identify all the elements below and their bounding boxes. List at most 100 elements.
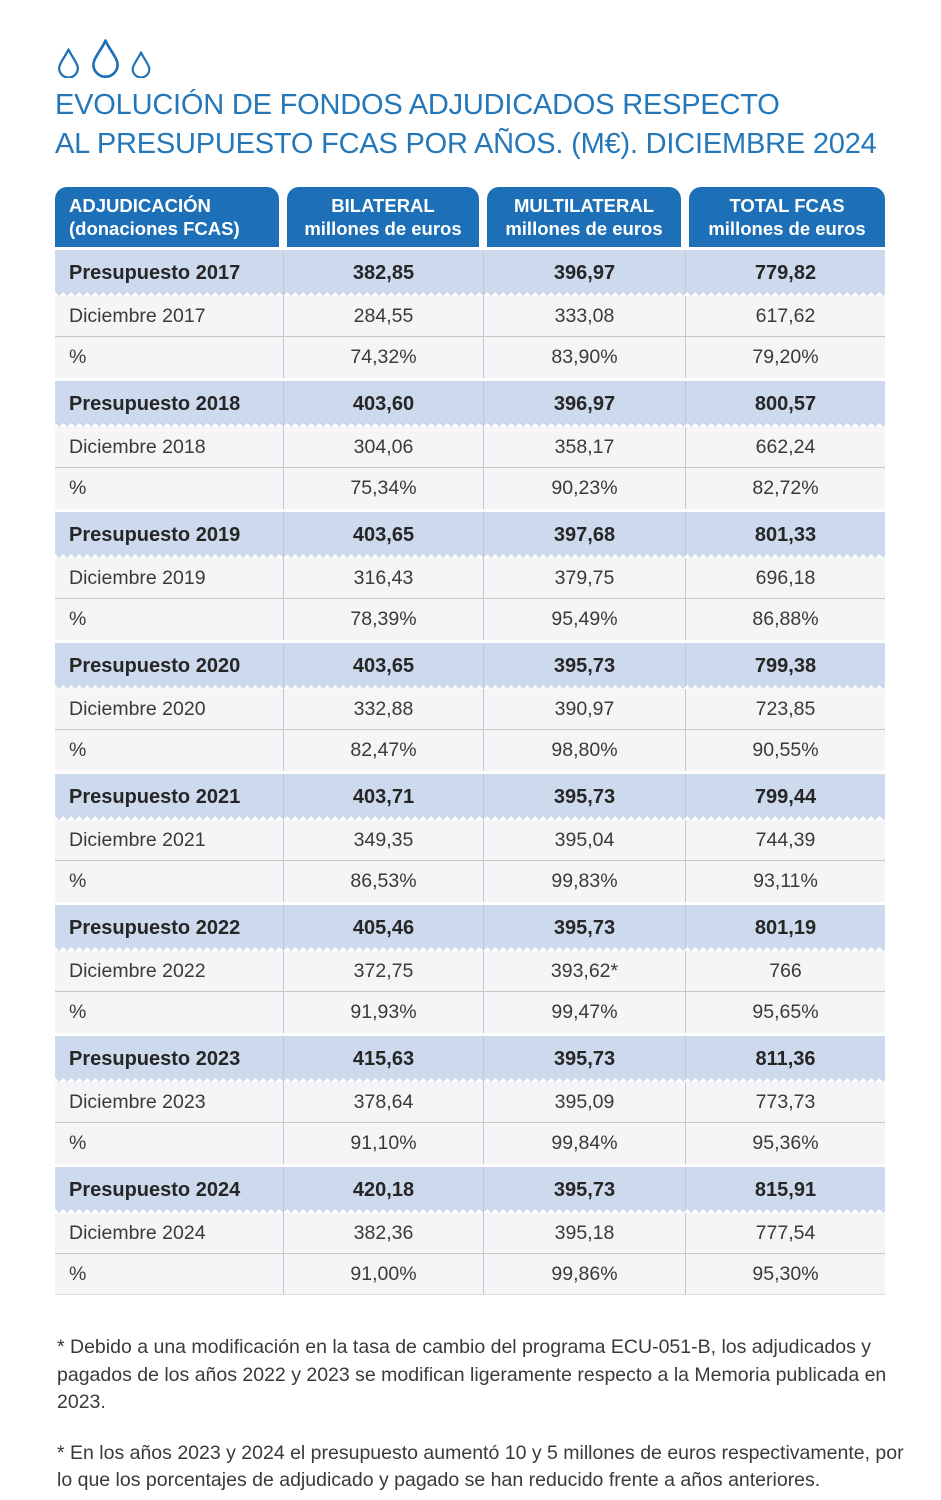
table-row-presupuesto: Presupuesto 2020 403,65 395,73 799,38	[55, 643, 885, 689]
table-row-pct: % 91,10% 99,84% 95,36%	[55, 1123, 885, 1164]
table-row-diciembre: Diciembre 2019 316,43 379,75 696,18	[55, 558, 885, 599]
row-label: Diciembre 2018	[69, 435, 206, 458]
value-total: 90,55%	[685, 730, 885, 771]
value-total: 696,18	[685, 558, 885, 598]
value-bilateral: 382,85	[283, 250, 483, 296]
table-header-row: ADJUDICACIÓN (donaciones FCAS) BILATERAL mi…	[55, 187, 885, 247]
row-label: Presupuesto 2019	[69, 523, 241, 546]
column-header-title: TOTAL FCAS	[729, 195, 845, 216]
table-row-diciembre: Diciembre 2018 304,06 358,17 662,24	[55, 427, 885, 468]
value-bilateral: 284,55	[283, 296, 483, 336]
fcas-budget-table: ADJUDICACIÓN (donaciones FCAS) BILATERAL mi…	[55, 187, 885, 1295]
row-label: Presupuesto 2017	[69, 261, 241, 284]
value-total: 766	[685, 951, 885, 991]
value-bilateral: 91,10%	[283, 1123, 483, 1164]
column-header-title: MULTILATERAL	[513, 195, 655, 216]
row-label: Presupuesto 2020	[69, 654, 241, 677]
value-multilateral: 395,09	[483, 1082, 685, 1122]
value-multilateral: 396,97	[483, 250, 685, 296]
value-multilateral: 95,49%	[483, 599, 685, 640]
column-header-subtitle: millones de euros	[708, 218, 866, 239]
value-total: 801,33	[685, 512, 885, 558]
table-row-pct: % 78,39% 95,49% 86,88%	[55, 599, 885, 640]
value-total: 744,39	[685, 820, 885, 860]
row-label: Diciembre 2022	[69, 959, 206, 982]
value-bilateral: 405,46	[283, 905, 483, 951]
column-header-bilateral: BILATERAL millones de euros	[287, 187, 479, 247]
table-row-pct: % 74,32% 83,90% 79,20%	[55, 337, 885, 378]
column-header-adjudicacion: ADJUDICACIÓN (donaciones FCAS)	[55, 187, 279, 247]
value-multilateral: 395,04	[483, 820, 685, 860]
value-total: 799,38	[685, 643, 885, 689]
value-multilateral: 395,73	[483, 774, 685, 820]
row-label: Presupuesto 2022	[69, 916, 241, 939]
table-row-pct: % 82,47% 98,80% 90,55%	[55, 730, 885, 771]
value-bilateral: 86,53%	[283, 861, 483, 902]
value-total: 662,24	[685, 427, 885, 467]
row-label: Presupuesto 2021	[69, 785, 241, 808]
value-multilateral: 395,73	[483, 905, 685, 951]
row-label: %	[69, 739, 87, 761]
year-group: Presupuesto 2023 415,63 395,73 811,36 Diciem…	[55, 1036, 885, 1164]
row-label: Diciembre 2023	[69, 1090, 206, 1113]
value-total: 801,19	[685, 905, 885, 951]
value-multilateral: 90,23%	[483, 468, 685, 509]
water-drop-icon	[131, 51, 151, 78]
row-label: Diciembre 2019	[69, 566, 206, 589]
year-group: Presupuesto 2019 403,65 397,68 801,33 Diciem…	[55, 512, 885, 640]
water-drop-icon	[92, 39, 119, 78]
value-total: 779,82	[685, 250, 885, 296]
year-group: Presupuesto 2020 403,65 395,73 799,38 Diciem…	[55, 643, 885, 771]
value-bilateral: 91,93%	[283, 992, 483, 1033]
value-total: 777,54	[685, 1213, 885, 1253]
value-total: 811,36	[685, 1036, 885, 1082]
value-bilateral: 78,39%	[283, 599, 483, 640]
value-bilateral: 91,00%	[283, 1254, 483, 1294]
table-row-presupuesto: Presupuesto 2018 403,60 396,97 800,57	[55, 381, 885, 427]
value-multilateral: 83,90%	[483, 337, 685, 378]
value-bilateral: 372,75	[283, 951, 483, 991]
value-multilateral: 99,86%	[483, 1254, 685, 1294]
table-row-presupuesto: Presupuesto 2021 403,71 395,73 799,44	[55, 774, 885, 820]
row-label: Presupuesto 2018	[69, 392, 241, 415]
title-line-2: AL PRESUPUESTO FCAS POR AÑOS. (M€). DICI…	[55, 128, 877, 160]
water-drops-logo	[57, 36, 151, 78]
table-row-diciembre: Diciembre 2017 284,55 333,08 617,62	[55, 296, 885, 337]
value-multilateral: 395,73	[483, 1167, 685, 1213]
value-multilateral: 358,17	[483, 427, 685, 467]
value-bilateral: 304,06	[283, 427, 483, 467]
value-total: 93,11%	[685, 861, 885, 902]
table-row-presupuesto: Presupuesto 2023 415,63 395,73 811,36	[55, 1036, 885, 1082]
value-bilateral: 75,34%	[283, 468, 483, 509]
value-bilateral: 403,71	[283, 774, 483, 820]
value-bilateral: 403,65	[283, 643, 483, 689]
value-multilateral: 98,80%	[483, 730, 685, 771]
value-multilateral: 99,47%	[483, 992, 685, 1033]
table-row-diciembre: Diciembre 2024 382,36 395,18 777,54	[55, 1213, 885, 1254]
table-row-presupuesto: Presupuesto 2022 405,46 395,73 801,19	[55, 905, 885, 951]
year-group: Presupuesto 2022 405,46 395,73 801,19 Diciem…	[55, 905, 885, 1033]
year-group: Presupuesto 2024 420,18 395,73 815,91 Diciem…	[55, 1167, 885, 1295]
value-bilateral: 420,18	[283, 1167, 483, 1213]
value-total: 95,30%	[685, 1254, 885, 1294]
row-label: %	[69, 346, 87, 368]
table-row-pct: % 91,93% 99,47% 95,65%	[55, 992, 885, 1033]
row-label: Presupuesto 2024	[69, 1178, 241, 1201]
value-multilateral: 99,84%	[483, 1123, 685, 1164]
water-drop-icon	[58, 48, 79, 78]
value-bilateral: 378,64	[283, 1082, 483, 1122]
value-total: 723,85	[685, 689, 885, 729]
value-bilateral: 74,32%	[283, 337, 483, 378]
row-label: %	[69, 608, 87, 630]
value-multilateral: 99,83%	[483, 861, 685, 902]
year-group: Presupuesto 2021 403,71 395,73 799,44 Diciem…	[55, 774, 885, 902]
column-header-multilateral: MULTILATERAL millones de euros	[487, 187, 681, 247]
table-row-diciembre: Diciembre 2023 378,64 395,09 773,73	[55, 1082, 885, 1123]
value-total: 82,72%	[685, 468, 885, 509]
column-header-total-fcas: TOTAL FCAS millones de euros	[689, 187, 885, 247]
value-bilateral: 349,35	[283, 820, 483, 860]
footnote-2: * En los años 2023 y 2024 el presupuesto…	[57, 1441, 904, 1492]
row-label: %	[69, 1132, 87, 1154]
value-multilateral: 333,08	[483, 296, 685, 336]
